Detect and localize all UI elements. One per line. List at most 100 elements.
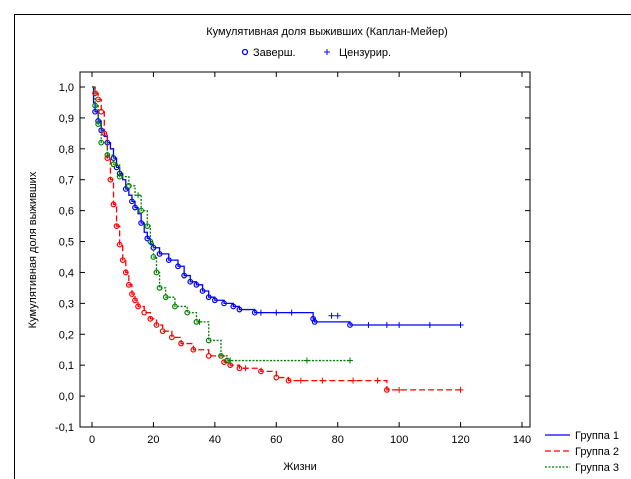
series-legend: Группа 1 Группа 2 Группа 3 <box>545 430 619 474</box>
y-tick-label: 0,8 <box>59 144 74 156</box>
event-marker <box>205 294 212 301</box>
event-marker <box>147 315 154 322</box>
event-marker <box>156 285 163 291</box>
event-marker <box>162 294 169 301</box>
censor-marker <box>257 309 264 316</box>
x-tick-label: 60 <box>270 434 282 446</box>
event-marker <box>310 315 317 322</box>
event-marker <box>98 139 105 146</box>
event-marker <box>273 374 280 381</box>
event-marker <box>144 235 151 242</box>
censor-marker <box>288 309 295 316</box>
censor-marker <box>457 386 464 393</box>
series-line-3 <box>92 86 350 362</box>
event-marker <box>205 353 212 359</box>
event-marker <box>178 340 184 347</box>
event-marker <box>184 309 191 316</box>
event-marker <box>236 306 243 313</box>
y-tick-label: 0,2 <box>59 329 74 341</box>
event-marker <box>110 161 117 168</box>
event-marker <box>104 152 111 158</box>
event-marker <box>383 387 390 393</box>
event-marker <box>110 201 117 208</box>
y-tick-label: 0,4 <box>59 267 74 279</box>
y-axis-title: Кумулятивная доля выживших <box>27 171 39 328</box>
censor-marker <box>374 377 381 384</box>
event-marker <box>92 102 98 109</box>
event-marker <box>92 108 98 115</box>
event-marker <box>104 155 111 161</box>
marker-legend: Заверш. Цензурир. <box>241 47 391 59</box>
event-marker <box>132 297 138 304</box>
censor-marker <box>273 309 280 316</box>
event-marker <box>159 328 166 335</box>
event-marker <box>230 303 237 310</box>
y-tick-label: 0,3 <box>59 298 74 310</box>
x-axis-title: Жизни <box>283 461 317 473</box>
event-marker <box>119 257 126 263</box>
event-marker <box>129 198 135 205</box>
event-marker <box>129 291 135 297</box>
event-marker <box>193 281 200 288</box>
y-tick-label: -0,1 <box>55 422 74 434</box>
y-tick-label: 1,0 <box>59 82 74 94</box>
legend-label-2: Группа 2 <box>575 446 619 458</box>
event-marker <box>125 183 132 189</box>
event-marker <box>153 269 160 276</box>
y-tick-label: 0,9 <box>59 113 74 125</box>
x-tick-label: 120 <box>451 434 469 446</box>
event-marker <box>168 334 175 341</box>
x-tick-label: 20 <box>147 434 159 446</box>
event-marker <box>138 220 145 226</box>
series-line-1 <box>92 86 461 326</box>
event-marker <box>311 319 318 325</box>
legend-label-1: Группа 1 <box>575 430 619 442</box>
y-tick-label: 0,1 <box>59 360 74 372</box>
event-marker <box>135 303 141 310</box>
event-marker <box>141 309 148 316</box>
censor-marker <box>347 357 353 364</box>
event-marker <box>205 337 212 344</box>
censor-marker <box>328 312 335 319</box>
censor-marker <box>457 322 464 328</box>
event-marker <box>113 223 120 229</box>
event-marker <box>101 130 108 137</box>
censor-marker <box>383 322 390 328</box>
marker-legend-circle-icon <box>241 48 249 56</box>
y-tick-label: 0,0 <box>59 391 74 403</box>
event-marker <box>181 272 188 279</box>
event-marker <box>125 281 132 288</box>
marker-legend-completed-label: Заверш. <box>253 47 296 59</box>
event-marker <box>144 223 151 229</box>
plot-area <box>79 71 531 428</box>
event-marker <box>113 164 120 171</box>
event-marker <box>285 377 292 384</box>
x-axis: 0 20 40 60 80 100 120 140 <box>89 72 531 446</box>
event-marker <box>187 278 194 285</box>
event-marker <box>190 346 197 353</box>
censor-marker <box>426 322 433 328</box>
series-group-2 <box>92 86 464 393</box>
event-marker <box>147 238 154 245</box>
series-layer <box>92 86 464 393</box>
event-marker <box>116 173 123 180</box>
x-tick-label: 80 <box>332 434 344 446</box>
x-tick-label: 0 <box>89 434 95 446</box>
event-marker <box>138 207 145 214</box>
series-group-1 <box>92 86 464 328</box>
y-tick-label: 0,6 <box>59 206 74 218</box>
marker-legend-censored-label: Цензурир. <box>339 47 391 59</box>
event-marker <box>98 108 105 115</box>
legend-label-3: Группа 3 <box>575 462 619 474</box>
y-axis: -0,1 0,0 0,1 0,2 0,3 0,4 0,5 0,6 0,7 0,8 0,9 1,0 <box>55 82 530 434</box>
event-marker <box>221 359 227 365</box>
x-tick-label: 140 <box>513 434 531 446</box>
censor-marker <box>304 357 310 364</box>
frame-left-border <box>14 14 15 479</box>
event-marker <box>175 263 181 270</box>
x-tick-label: 100 <box>390 434 408 446</box>
event-marker <box>107 176 114 183</box>
censor-marker <box>319 377 326 384</box>
